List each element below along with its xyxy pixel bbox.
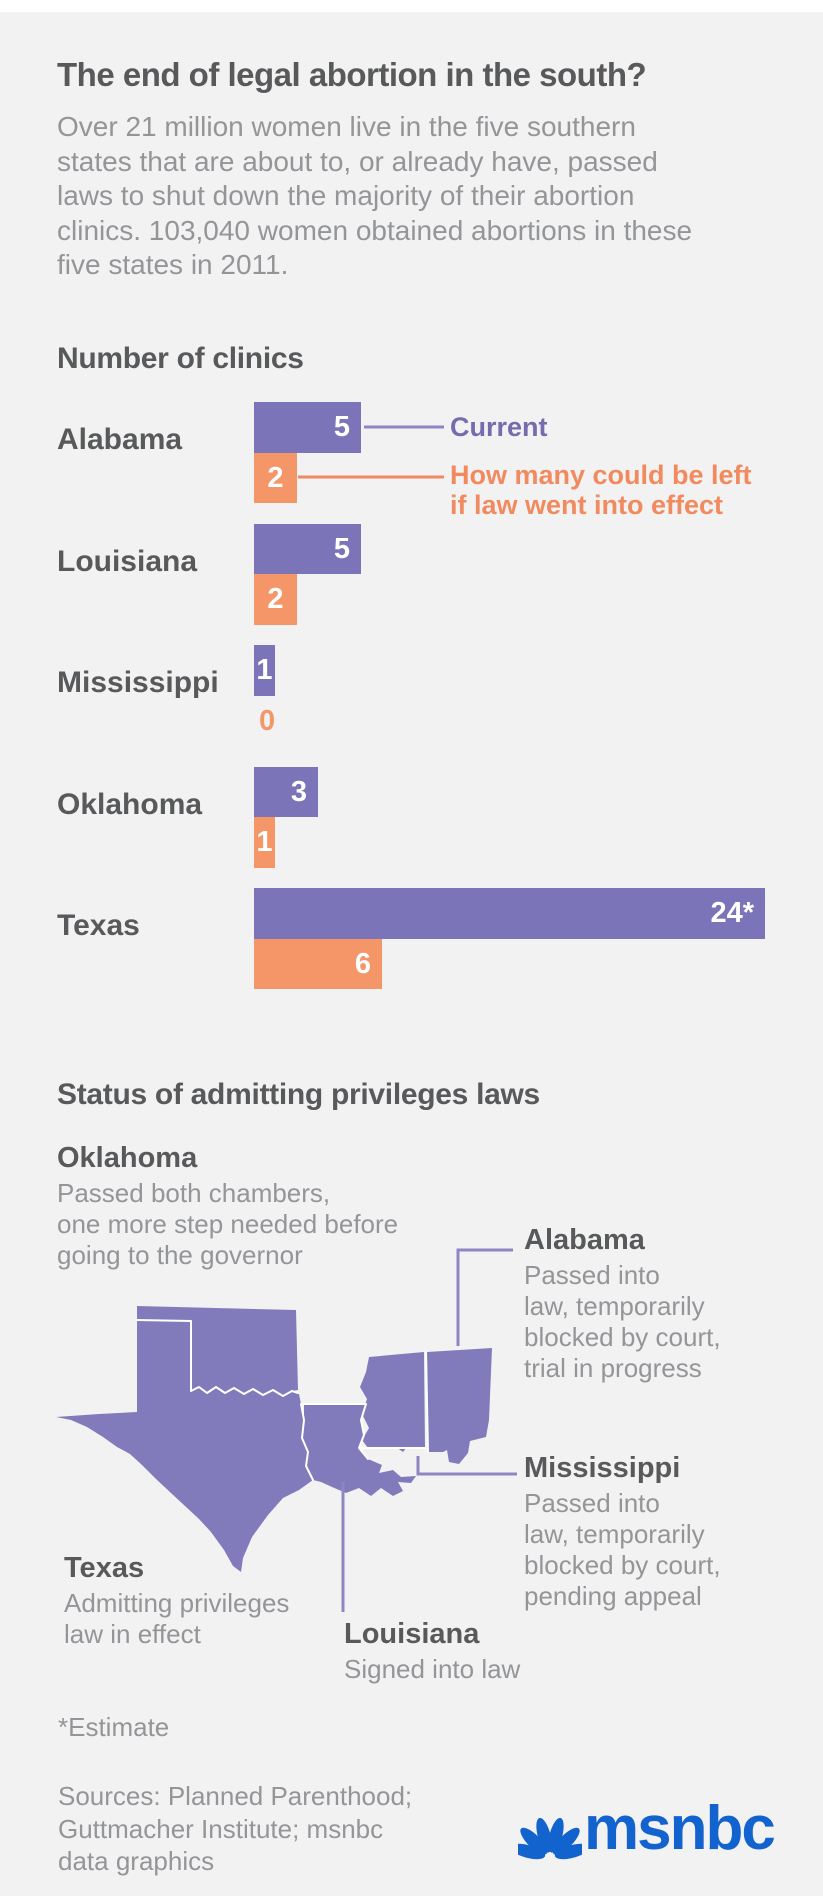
bar-value: 1 [256, 654, 273, 686]
page-subtitle-line: five states in 2011. [57, 249, 289, 280]
annotation-alabama-status-line: blocked by court, [524, 1322, 721, 1352]
map-heading: Status of admitting privileges laws [57, 1078, 540, 1111]
current-bar-oklahoma: 3 [254, 766, 318, 817]
bar-value: 2 [267, 583, 284, 615]
projected-bar-texas: 6 [254, 938, 382, 989]
bar-state-label-oklahoma: Oklahoma [57, 787, 203, 821]
legend-projected-label: How many could be left if law went into e… [450, 460, 780, 520]
bar-state-label-alabama: Alabama [57, 423, 183, 456]
sources-credit-line: Guttmacher Institute; msnbc [58, 1813, 384, 1844]
alabama-shape [427, 1348, 492, 1464]
mississippi-leader-line [416, 1456, 517, 1476]
current-bar-texas: 24* [254, 888, 765, 939]
annotation-texas-status: Admitting privileges law in effect [64, 1588, 364, 1650]
state-borders [136, 1319, 429, 1481]
annotation-texas-name: Texas [64, 1552, 145, 1584]
annotation-louisiana-status-line: Signed into law [344, 1654, 521, 1684]
annotation-oklahoma-status-line: Passed both chambers, [57, 1178, 331, 1208]
sources-credit-line: Sources: Planned Parenthood; [58, 1781, 413, 1811]
annotation-mississippi-name: Mississippi [524, 1452, 681, 1484]
annotation-louisiana-name: Louisiana [344, 1618, 480, 1650]
bar-state-label-mississippi: Mississippi [57, 666, 219, 699]
annotation-mississippi-status-line: Passed into [524, 1488, 660, 1518]
louisiana-shape [302, 1404, 416, 1496]
annotation-texas-status-line: Admitting privileges [64, 1588, 290, 1618]
bar-state-label-texas: Texas [57, 909, 140, 942]
sources-credit: Sources: Planned Parenthood; Guttmacher I… [58, 1780, 478, 1878]
bar-value: 3 [290, 775, 307, 808]
annotation-oklahoma-name: Oklahoma [57, 1142, 198, 1174]
current-bar-alabama: 5 [254, 402, 361, 453]
annotation-mississippi-status-line: blocked by court, [524, 1550, 721, 1580]
bar-value: 1 [256, 826, 273, 858]
projected-bar-alabama: 2 [254, 452, 297, 503]
estimate-note: *Estimate [58, 1712, 170, 1742]
page-subtitle-line: Over 21 million women live in the five s… [57, 111, 636, 142]
projected-bar-louisiana: 2 [254, 574, 297, 625]
projected-bar-oklahoma: 1 [254, 817, 275, 868]
annotation-oklahoma-status: Passed both chambers, one more step neede… [57, 1178, 457, 1271]
top-strip [0, 0, 823, 12]
bar-value: 5 [333, 532, 350, 565]
annotation-alabama-status-line: law, temporarily [524, 1291, 705, 1321]
annotation-oklahoma-status-line: going to the governor [57, 1240, 303, 1270]
border-ms-al [425, 1351, 429, 1453]
bar-value: 5 [333, 411, 350, 443]
annotation-mississippi: Mississippi Passed into law, temporarily b… [524, 1452, 804, 1612]
annotation-mississippi-status-line: law, temporarily [524, 1519, 705, 1549]
annotation-texas: Texas Admitting privileges law in effect [64, 1552, 364, 1650]
page-subtitle-line: states that are about to, or already hav… [57, 145, 658, 177]
annotation-louisiana: Louisiana Signed into law [344, 1618, 644, 1685]
bar-state-label-louisiana: Louisiana [57, 544, 198, 578]
sources-credit-line: data graphics [58, 1846, 215, 1876]
clinics-bar-chart: Alabama 5 2 Louisiana 5 2 Mississippi 1 0 Oklahom… [57, 402, 765, 989]
border-la-ms [358, 1403, 369, 1460]
annotation-mississippi-status-line: pending appeal [524, 1581, 702, 1611]
annotation-oklahoma: Oklahoma Passed both chambers, one more s… [57, 1142, 457, 1271]
legend-projected-label-line: if law went into effect [450, 489, 724, 520]
current-bar-louisiana: 5 [254, 523, 361, 574]
page-subtitle-line: clinics. 103,040 women obtained abortion… [57, 214, 693, 246]
msnbc-wordmark: msnbc [584, 1794, 776, 1863]
mississippi-shape [360, 1352, 425, 1452]
peacock-feathers [518, 1817, 582, 1860]
chart-heading: Number of clinics [57, 342, 304, 375]
projected-zero-label-mississippi: 0 [259, 704, 276, 737]
annotation-oklahoma-status-line: one more step needed before [57, 1209, 399, 1239]
current-bar-mississippi: 1 [254, 645, 275, 696]
annotation-louisiana-status: Signed into law [344, 1654, 644, 1685]
alabama-leader-line [456, 1248, 513, 1346]
bar-value: 2 [267, 461, 284, 494]
bar-value: 6 [354, 947, 371, 980]
page-subtitle: Over 21 million women live in the five s… [57, 110, 697, 283]
legend-projected-label-line: How many could be left [450, 460, 752, 490]
legend-current-label: Current [450, 412, 548, 442]
texas-shape [56, 1318, 313, 1572]
border-ok-tx [136, 1319, 299, 1397]
annotation-alabama-status: Passed into law, temporarily blocked by co… [524, 1260, 794, 1384]
annotation-alabama-status-line: Passed into [524, 1260, 660, 1290]
state-shapes [56, 1306, 492, 1572]
page-subtitle-line: laws to shut down the majority of their … [57, 180, 635, 211]
page-title: The end of legal abortion in the south? [57, 56, 647, 93]
annotation-alabama: Alabama Passed into law, temporarily block… [524, 1224, 794, 1384]
msnbc-peacock-icon [518, 1817, 582, 1860]
annotation-alabama-name: Alabama [524, 1224, 645, 1256]
annotation-alabama-status-line: trial in progress [524, 1353, 702, 1383]
bar-value: 24* [710, 897, 754, 929]
border-tx-la [300, 1403, 314, 1481]
annotation-texas-status-line: law in effect [64, 1619, 201, 1649]
oklahoma-shape [137, 1306, 298, 1396]
annotation-mississippi-status: Passed into law, temporarily blocked by co… [524, 1488, 804, 1612]
